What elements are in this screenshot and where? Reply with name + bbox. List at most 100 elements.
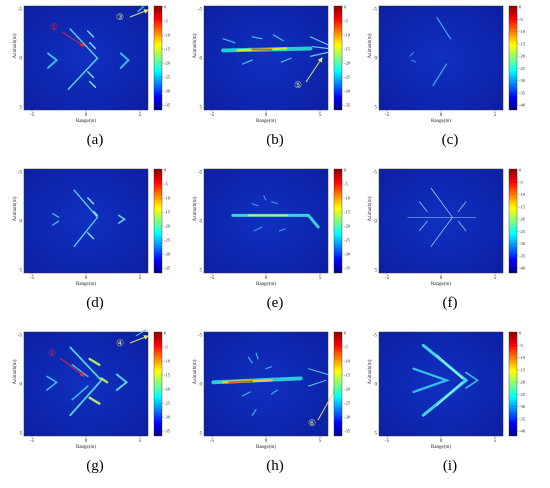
panel-b-plot: ⑤-5 0 5Range(m)-505Azimuth(m)0-5-10-15-20-…: [193, 5, 351, 125]
y-tick-label: -5: [18, 171, 23, 176]
colorbar: [153, 5, 163, 111]
panel-caption: (e): [266, 295, 284, 311]
x-axis-label: Range(m): [76, 119, 96, 124]
x-tick-label: 5: [139, 439, 142, 444]
colorbar-tick-label: 0: [519, 331, 522, 336]
colorbar: [508, 5, 518, 111]
radar-target: [412, 343, 480, 417]
x-tick-label: 5: [494, 276, 497, 281]
colorbar-tick-label: -15: [519, 41, 526, 46]
panel-i-plot: -5 0 5Range(m)-505Azimuth(m)0-5-10-15-20-2…: [368, 331, 526, 451]
y-tick-label: -5: [373, 171, 378, 176]
colorbar-tick-label: -5: [164, 345, 168, 350]
colorbar-tick-label: -40: [519, 429, 526, 434]
x-tick-label: 0: [85, 276, 88, 281]
panel-e: -5 0 5 Range(m) -5 0 5 Azimuth(m) 0 -5 -10 -15 -20 -2…: [190, 163, 360, 323]
colorbar-tick-label: -10: [164, 33, 171, 38]
colorbar-tick-label: -25: [344, 75, 351, 80]
radar-target: [407, 187, 476, 247]
colorbar-tick-label: -25: [519, 229, 526, 234]
x-tick-label: 5: [319, 439, 322, 444]
y-tick-label: 0: [20, 383, 23, 388]
x-tick-label: -5: [30, 276, 35, 281]
x-axis-label: Range(m): [431, 119, 451, 124]
colorbar: [333, 168, 343, 274]
panel-a: ① ③ -5 0 5 Range(m) -5 0 5 Azimuth(m) 0 -5 -10 -15 -20…: [10, 0, 180, 160]
colorbar-tick-label: -10: [519, 192, 526, 197]
y-axis-label: Azimuth(m): [13, 33, 18, 58]
y-tick-label: 0: [200, 57, 203, 62]
colorbar-tick-label: -10: [344, 196, 351, 201]
radar-target: [52, 189, 126, 248]
colorbar-tick-label: -20: [519, 54, 526, 59]
colorbar-tick-label: -5: [164, 19, 168, 24]
x-tick-label: -5: [30, 439, 35, 444]
y-tick-label: 0: [375, 220, 378, 225]
colorbar-tick-label: -15: [344, 210, 351, 215]
panel-a-plot: ①③-5 0 5Range(m)-505Azimuth(m)0-5-10-15-20…: [13, 5, 171, 125]
colorbar-tick-label: -10: [519, 355, 526, 360]
colorbar-tick-label: 0: [519, 5, 522, 10]
panel-g-plot: ②④-5 0 5Range(m)-505Azimuth(m)0-5-10-15-20…: [13, 329, 171, 450]
colorbar-tick-label: -30: [344, 252, 351, 257]
colorbar-tick-label: -10: [164, 196, 171, 201]
colorbar-tick-label: -20: [519, 380, 526, 385]
x-tick-label: 5: [139, 276, 142, 281]
y-axis-label: Azimuth(m): [368, 33, 373, 58]
colorbar-tick-label: -20: [164, 224, 171, 229]
y-tick-label: 0: [375, 57, 378, 62]
colorbar-tick-label: -5: [519, 343, 523, 348]
y-tick-label: 5: [200, 269, 203, 274]
x-axis-label: Range(m): [431, 282, 451, 287]
x-tick-label: -5: [385, 276, 390, 281]
colorbar-tick-label: -15: [164, 47, 171, 52]
x-axis-label: Range(m): [256, 119, 276, 124]
x-tick-label: 0: [265, 439, 268, 444]
y-tick-label: 0: [200, 220, 203, 225]
panel-f: -5 0 5 Range(m) -5 0 5 Azimuth(m) 0 -5 -10 -15 -20 -2…: [365, 163, 535, 323]
y-tick-label: 0: [20, 220, 23, 225]
y-tick-label: -5: [198, 8, 203, 13]
image-field: [203, 5, 329, 111]
y-tick-label: -5: [18, 334, 23, 339]
x-axis-label: Range(m): [256, 282, 276, 287]
colorbar-tick-label: -30: [344, 415, 351, 420]
x-tick-label: 5: [319, 113, 322, 118]
y-tick-label: 5: [20, 106, 23, 111]
colorbar-tick-label: -25: [344, 401, 351, 406]
panel-b: ⑤ -5 0 5 Range(m) -5 0 5 Azimuth(m) 0 -5 -10 -15 -20-…: [190, 0, 360, 160]
image-field: [23, 168, 149, 274]
panel-caption: (b): [266, 132, 284, 148]
colorbar-tick-label: -30: [519, 78, 526, 83]
panel-c: -5 0 5 Range(m) -5 0 5 Azimuth(m) 0 -5 -10 -15 -20 -2…: [365, 0, 535, 160]
colorbar-tick-label: -10: [164, 359, 171, 364]
panel-caption: (c): [441, 132, 459, 148]
colorbar-tick-label: -10: [519, 29, 526, 34]
colorbar: [153, 331, 163, 437]
marker-arrow: [305, 57, 323, 83]
colorbar-tick-label: -30: [164, 252, 171, 257]
y-axis-label: Azimuth(m): [368, 359, 373, 384]
colorbar-tick-label: -35: [519, 90, 526, 95]
y-axis-label: Azimuth(m): [13, 196, 18, 221]
y-axis-label: Azimuth(m): [368, 196, 373, 221]
panel-f-plot: -5 0 5Range(m)-505Azimuth(m)0-5-10-15-20-2…: [368, 168, 526, 288]
marker-label: ⑤: [294, 80, 302, 90]
colorbar-tick-label: -35: [344, 103, 351, 108]
x-tick-label: -5: [210, 276, 215, 281]
colorbar-tick-label: -5: [344, 345, 348, 350]
radar-target: [231, 195, 320, 232]
colorbar-tick-label: -20: [164, 61, 171, 66]
y-tick-label: 5: [375, 106, 378, 111]
y-tick-label: 5: [375, 269, 378, 274]
marker-label: ④: [116, 338, 124, 348]
radar-target: [46, 329, 147, 417]
panel-caption: (h): [266, 458, 284, 474]
colorbar-tick-label: -30: [164, 415, 171, 420]
x-axis-label: Range(m): [256, 445, 276, 450]
colorbar-tick-label: -20: [164, 387, 171, 392]
image-field: [378, 5, 504, 111]
colorbar-tick-label: -25: [164, 75, 171, 80]
colorbar-tick-label: -25: [164, 401, 171, 406]
marker-arrow: [129, 9, 149, 18]
